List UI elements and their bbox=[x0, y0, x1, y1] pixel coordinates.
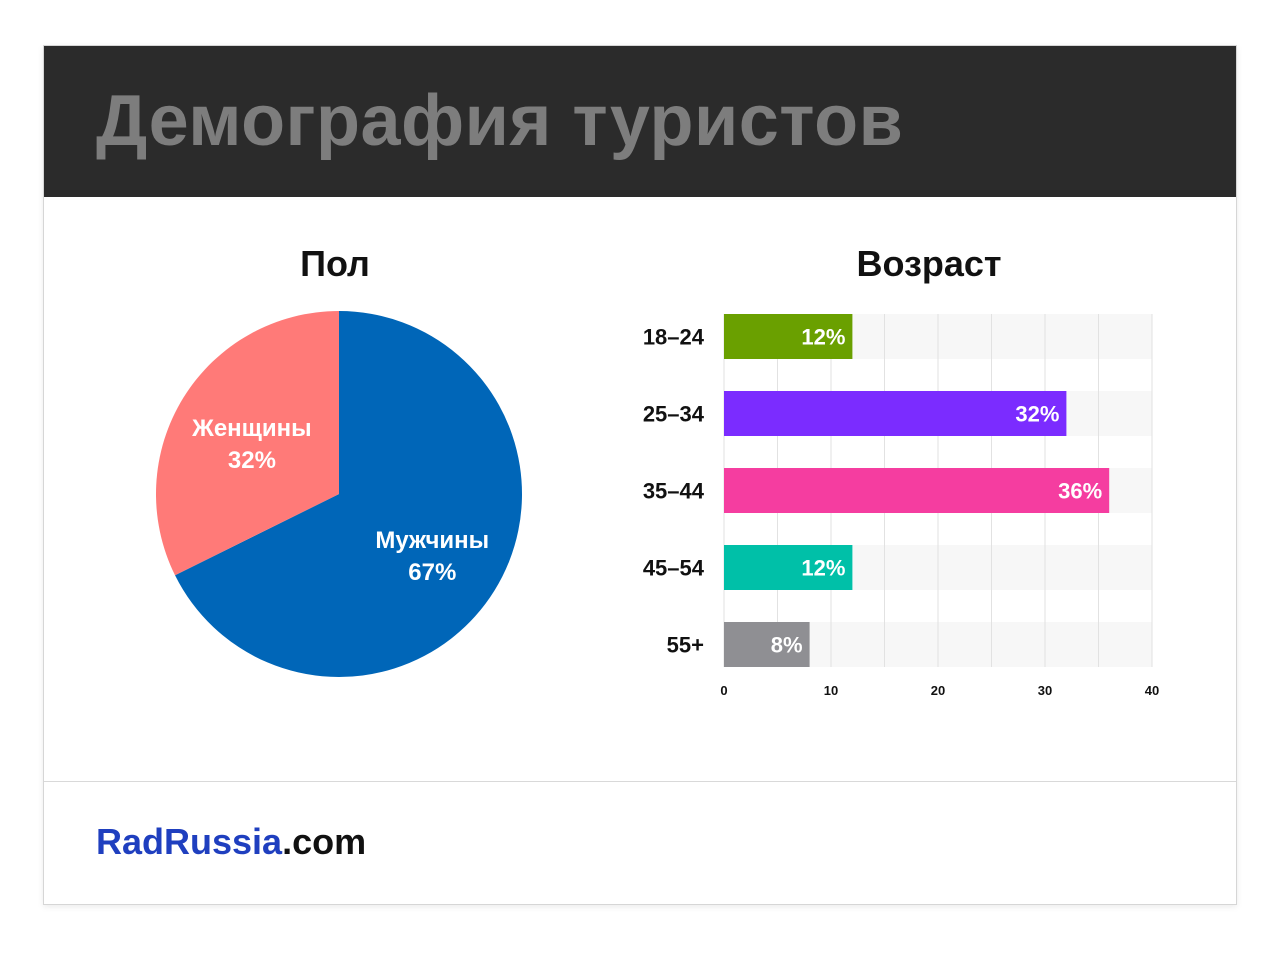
pie-slice-2 bbox=[156, 311, 339, 576]
category-label: 55+ bbox=[667, 633, 704, 658]
x-tick-label: 20 bbox=[931, 683, 945, 698]
age-bar-chart: 12% 18–24 32% 25–34 36% 35–44 12% 45–54 8% 55+ 0 10… bbox=[643, 314, 1159, 698]
category-label: 35–44 bbox=[643, 479, 705, 504]
x-tick-label: 10 bbox=[824, 683, 838, 698]
pie-chart-title: Пол bbox=[300, 243, 370, 284]
category-label: 25–34 bbox=[643, 402, 705, 427]
page-title: Демография туристов bbox=[96, 81, 904, 161]
bar-35–44 bbox=[724, 468, 1110, 513]
pie-slice-value: 67% bbox=[408, 559, 456, 586]
brand-name: RadRussia bbox=[96, 821, 283, 862]
bar-18–24 bbox=[724, 314, 853, 359]
bar-25–34 bbox=[724, 391, 1067, 436]
header-bar: Демография туристов bbox=[44, 46, 1236, 197]
gender-pie-chart: Мужчины 67% Женщины 32% bbox=[156, 311, 522, 677]
bar-55+ bbox=[724, 622, 810, 667]
x-tick-label: 40 bbox=[1145, 683, 1159, 698]
category-label: 45–54 bbox=[643, 556, 705, 581]
bar-chart-title: Возраст bbox=[856, 243, 1002, 284]
infographic-card: Демография туристов Пол Мужчины 67% Женщин… bbox=[43, 45, 1237, 905]
brand-logo[interactable]: RadRussia.com bbox=[96, 821, 366, 863]
bar-value-label: 36% bbox=[1058, 479, 1102, 504]
category-label: 18–24 bbox=[643, 325, 705, 350]
x-tick-label: 0 bbox=[720, 683, 727, 698]
bar-45–54 bbox=[724, 545, 853, 590]
pie-slice-value: 32% bbox=[228, 447, 276, 474]
footer-divider bbox=[44, 781, 1236, 782]
pie-slice-1 bbox=[175, 311, 522, 677]
bar-value-label: 8% bbox=[771, 633, 803, 658]
brand-tld: .com bbox=[282, 821, 367, 862]
bar-value-label: 12% bbox=[801, 556, 845, 581]
pie-slice-label: Мужчины bbox=[375, 527, 489, 554]
x-tick-label: 30 bbox=[1038, 683, 1052, 698]
bar-value-label: 32% bbox=[1015, 402, 1059, 427]
bar-value-label: 12% bbox=[801, 325, 845, 350]
pie-slice-label: Женщины bbox=[191, 415, 312, 442]
